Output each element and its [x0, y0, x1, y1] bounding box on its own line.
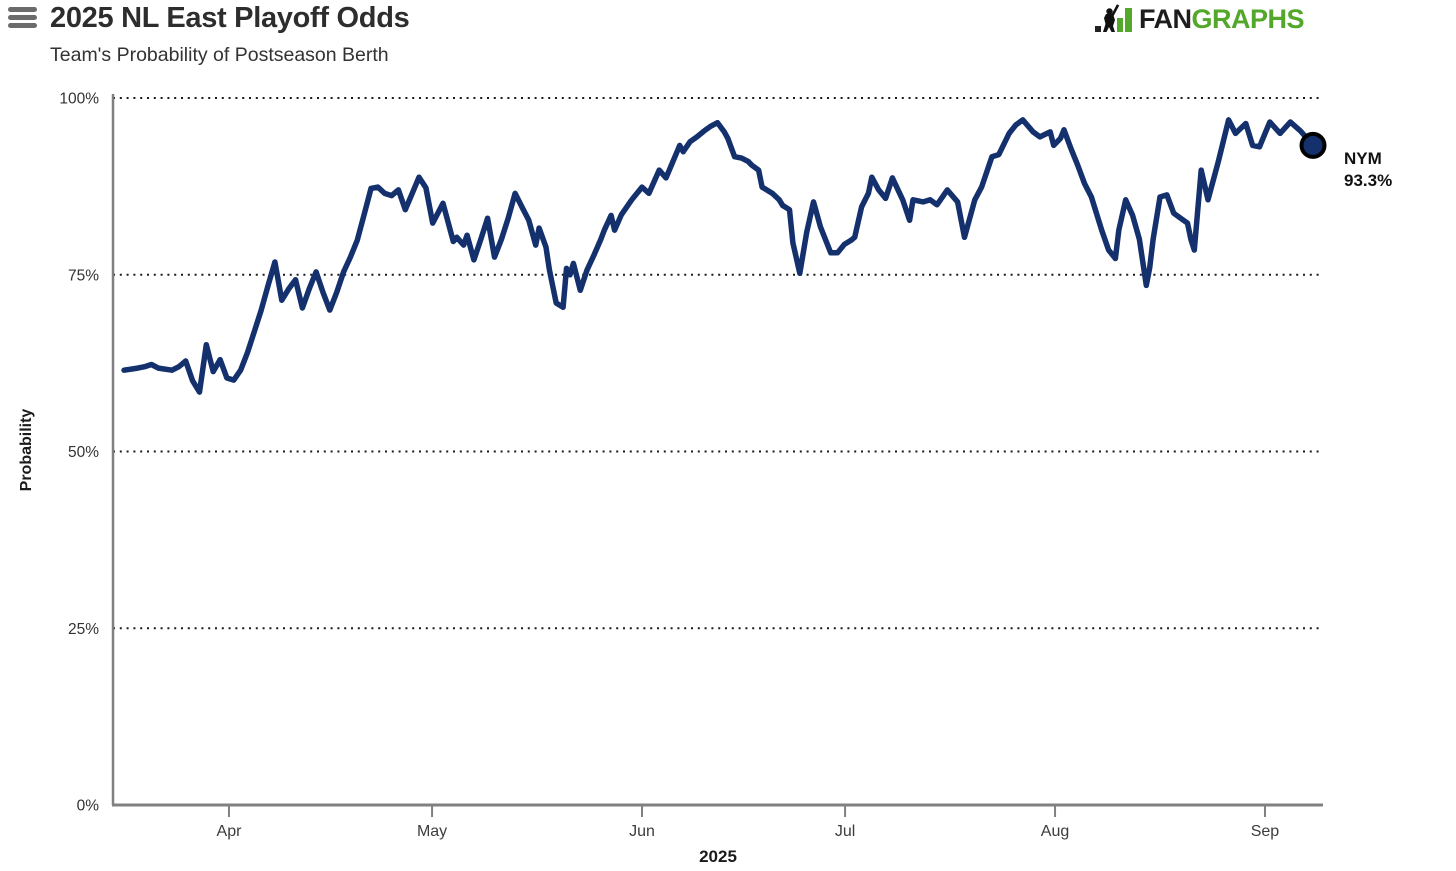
y-tick-label: 0% [77, 798, 100, 815]
y-axis-title: Probability [18, 408, 35, 492]
logo-text-graphs: GRAPHS [1191, 4, 1305, 34]
hamburger-bar [8, 7, 37, 12]
logo-text-fan: FAN [1139, 4, 1192, 34]
x-tick-label: Sep [1251, 823, 1280, 840]
y-tick-label: 100% [59, 91, 99, 108]
nym-odds-line [121, 117, 1316, 395]
x-tick-label: Apr [217, 823, 243, 840]
x-tick-label: Jul [835, 823, 855, 840]
fangraphs-logo[interactable]: FANGRAPHS [1093, 3, 1305, 35]
page-title: 2025 NL East Playoff Odds [50, 2, 410, 34]
hamburger-menu-icon[interactable] [8, 7, 38, 29]
y-tick-label: 50% [68, 444, 99, 461]
page-subtitle: Team's Probability of Postseason Berth [50, 44, 389, 66]
series-end-team: NYM [1344, 149, 1382, 168]
series-end-label: NYM 93.3% [1344, 148, 1392, 192]
y-tick-label: 25% [68, 621, 99, 638]
x-tick-label: May [417, 823, 447, 840]
y-tick-label: 75% [68, 267, 99, 284]
nym-endpoint-marker [1299, 131, 1327, 159]
x-axis-title: 2025 [699, 847, 737, 866]
x-tick-label: Aug [1041, 823, 1069, 840]
x-tick-label: Jun [629, 823, 655, 840]
fangraphs-batter-icon [1095, 4, 1132, 32]
hamburger-bar [8, 23, 37, 28]
hamburger-bar [8, 15, 37, 20]
series-end-value: 93.3% [1344, 171, 1393, 190]
